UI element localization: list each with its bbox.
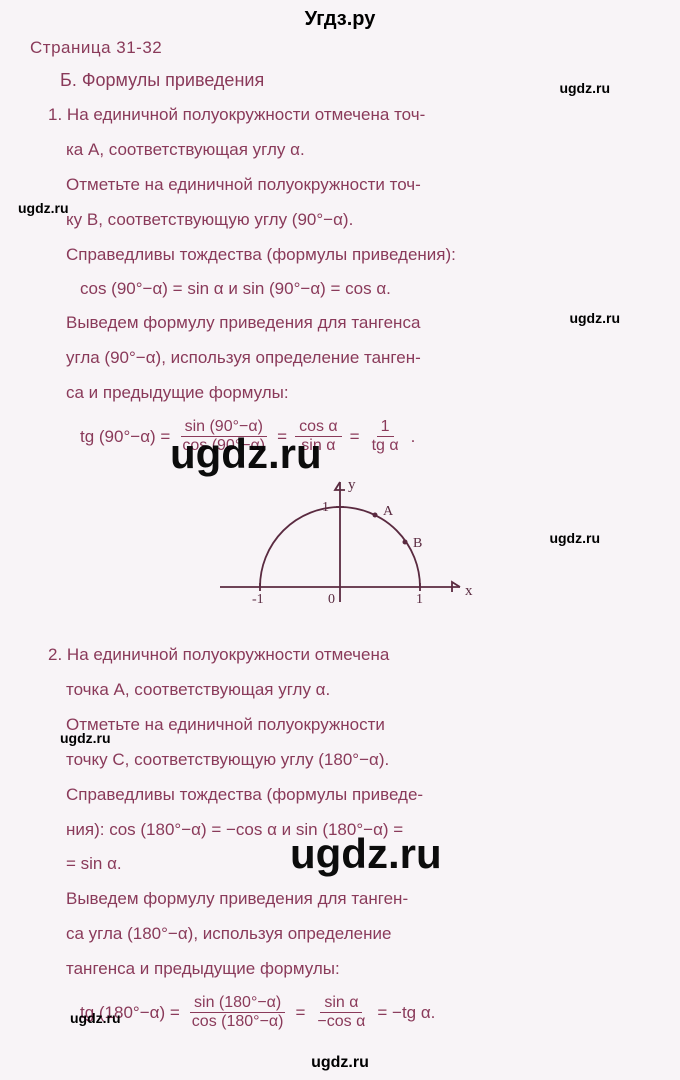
- p1-tg-formula: tg (90°−α) = sin (90°−α) cos (90°−α) = c…: [80, 418, 650, 455]
- frac-1-top: sin (90°−α): [181, 418, 267, 437]
- p2-l2: точка A, соответствующая углу α.: [66, 676, 650, 705]
- p1-l8: са и предыдущие формулы:: [66, 379, 650, 408]
- label-0: 0: [328, 592, 335, 607]
- p1-l3: Отметьте на единичной полуокружности точ…: [66, 171, 650, 200]
- section-title: Б. Формулы приведения: [60, 70, 650, 91]
- label-b: B: [413, 536, 422, 551]
- frac-2: cos α sin α: [295, 418, 342, 455]
- p2-line: 2. На единичной полуокружности отмечена: [48, 641, 650, 670]
- frac-2-top: cos α: [295, 418, 342, 437]
- p1-l2: ка A, соответствующая углу α.: [66, 136, 650, 165]
- frac-2-bot: sin α: [297, 437, 339, 455]
- point-a: [373, 513, 378, 518]
- p2-frac-2: sin α −cos α: [313, 994, 369, 1031]
- p2-l9: са угла (180°−α), используя определение: [66, 920, 650, 949]
- label-neg1: -1: [252, 592, 264, 607]
- p2-number: 2.: [48, 645, 62, 664]
- p2-l8: Выведем формулу приведения для танген-: [66, 885, 650, 914]
- semicircle-diagram: x y A B -1 0 1 1: [200, 467, 480, 627]
- p2-l5: Справедливы тождества (формулы приведе-: [66, 781, 650, 810]
- p1-formula-1: cos (90°−α) = sin α и sin (90°−α) = cos …: [80, 279, 650, 299]
- page-container: Угдз.ру Страница 31-32 Б. Формулы привед…: [0, 0, 680, 1080]
- p1-dot: .: [411, 427, 416, 447]
- p1-l6: Выведем формулу приведения для тангенса: [66, 309, 650, 338]
- frac-3-bot: tg α: [368, 437, 403, 455]
- p2-frac-2-top: sin α: [320, 994, 362, 1013]
- diagram-svg: x y A B -1 0 1 1: [200, 467, 480, 627]
- p2-frac-1-top: sin (180°−α): [190, 994, 285, 1013]
- frac-1: sin (90°−α) cos (90°−α): [178, 418, 269, 455]
- p1-l4: ку B, соответствующую углу (90°−α).: [66, 206, 650, 235]
- frac-1-bot: cos (90°−α): [178, 437, 269, 455]
- frac-3-top: 1: [377, 418, 394, 437]
- p2-l7: = sin α.: [66, 850, 650, 879]
- eq-2: =: [350, 427, 360, 447]
- site-header: Угдз.ру: [0, 8, 680, 31]
- p1-line: 1. На единичной полуокружности отмечена …: [48, 101, 650, 130]
- p2-l3: Отметьте на единичной полуокружности: [66, 711, 650, 740]
- p1-l7: угла (90°−α), используя определение танг…: [66, 344, 650, 373]
- p2-eq-1: =: [295, 1003, 305, 1023]
- frac-3: 1 tg α: [368, 418, 403, 455]
- eq-1: =: [277, 427, 287, 447]
- p1-f1: cos (90°−α) = sin α и sin (90°−α) = cos …: [80, 279, 391, 299]
- p1-tg-lhs: tg (90°−α) =: [80, 427, 170, 447]
- point-b: [403, 540, 408, 545]
- p2-l6: ния): cos (180°−α) = −cos α и sin (180°−…: [66, 816, 650, 845]
- p2-l10: тангенса и предыдущие формулы:: [66, 955, 650, 984]
- p2-frac-1: sin (180°−α) cos (180°−α): [188, 994, 288, 1031]
- p2-tg-rhs: = −tg α.: [377, 1003, 435, 1023]
- label-a: A: [383, 504, 394, 519]
- p1-l1: На единичной полуокружности отмечена точ…: [67, 105, 425, 124]
- x-label: x: [465, 583, 473, 599]
- p2-frac-1-bot: cos (180°−α): [188, 1013, 288, 1031]
- label-1: 1: [416, 592, 423, 607]
- p2-l1: На единичной полуокружности отмечена: [67, 645, 389, 664]
- p1-number: 1.: [48, 105, 62, 124]
- p2-tg-formula: tg (180°−α) = sin (180°−α) cos (180°−α) …: [80, 994, 650, 1031]
- problem-1: 1. На единичной полуокружности отмечена …: [30, 101, 650, 455]
- problem-2: 2. На единичной полуокружности отмечена …: [30, 641, 650, 1031]
- page-number-label: Страница 31-32: [30, 38, 650, 58]
- p2-l4: точку C, соответствующую углу (180°−α).: [66, 746, 650, 775]
- footer-watermark: ugdz.ru: [0, 1054, 680, 1072]
- label-y1: 1: [322, 500, 329, 515]
- p1-l5: Справедливы тождества (формулы приведени…: [66, 241, 650, 270]
- p2-frac-2-bot: −cos α: [313, 1013, 369, 1031]
- y-label: y: [348, 477, 356, 493]
- p2-tg-lhs: tg (180°−α) =: [80, 1003, 180, 1023]
